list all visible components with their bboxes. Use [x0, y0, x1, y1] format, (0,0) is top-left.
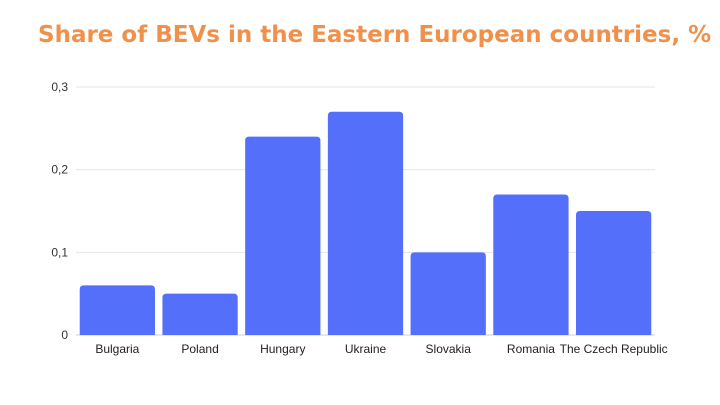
x-category-label: Ukraine	[345, 342, 387, 356]
x-category-label: Slovakia	[426, 342, 472, 356]
bar-romania	[493, 194, 569, 335]
x-category-label: Hungary	[260, 342, 305, 356]
x-category-label: The Czech Republic	[560, 342, 668, 356]
x-category-label: Bulgaria	[95, 342, 139, 356]
bar-bulgaria	[79, 285, 155, 335]
y-tick-label: 0,1	[51, 245, 68, 259]
y-axis-ticks: 0 0,1 0,2 0,3	[51, 80, 68, 342]
bar-the-czech-republic	[576, 211, 652, 335]
x-category-label: Romania	[507, 342, 555, 356]
chart-title: Share of BEVs in the Eastern European co…	[38, 22, 712, 48]
x-axis-labels: Bulgaria Poland Hungary Ukraine Slovakia Roma…	[95, 342, 667, 356]
bar-hungary	[245, 136, 321, 335]
x-category-label: Poland	[181, 342, 218, 356]
bars	[79, 111, 652, 335]
y-tick-label: 0	[61, 328, 68, 342]
bar-poland	[162, 293, 238, 335]
bar-slovakia	[410, 252, 486, 335]
bar-ukraine	[327, 111, 404, 335]
y-tick-label: 0,3	[51, 80, 68, 94]
y-tick-label: 0,2	[51, 163, 68, 177]
